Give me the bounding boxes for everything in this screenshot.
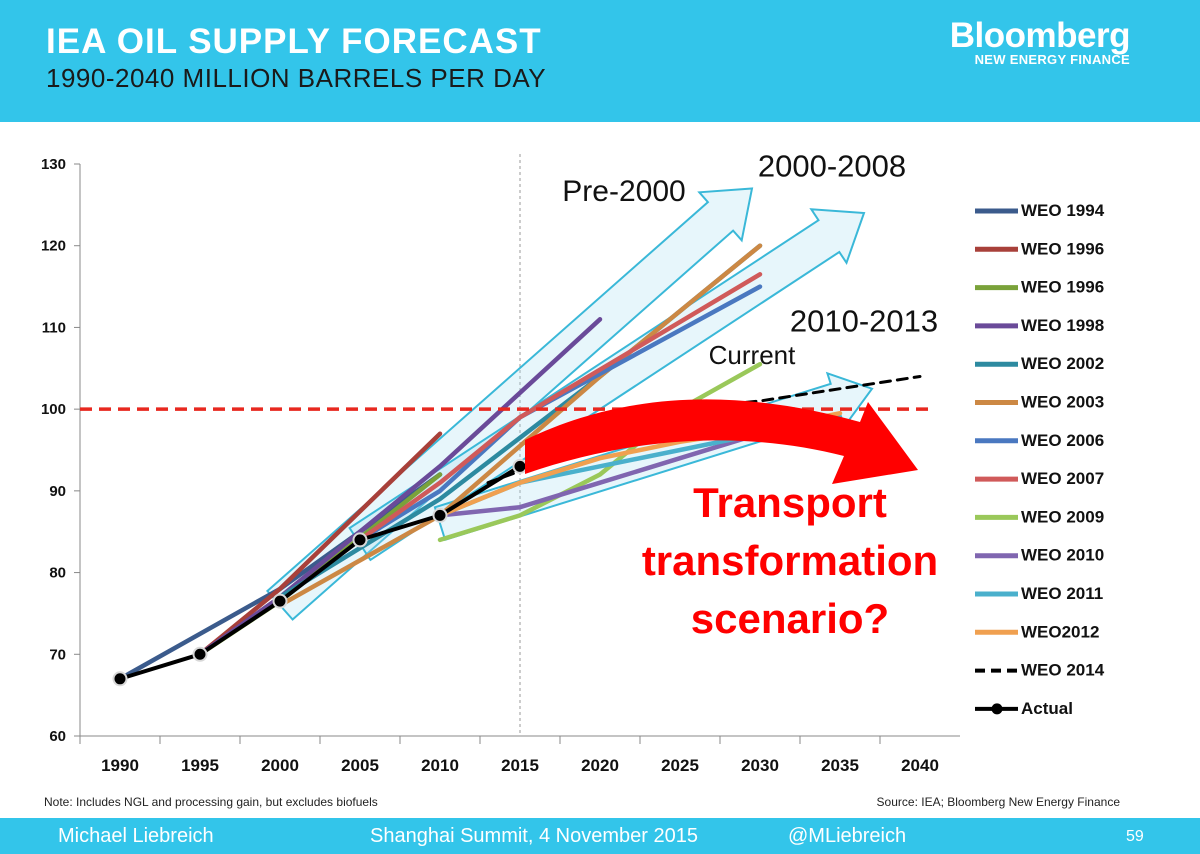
legend-item-weo-2007: WEO 2007 — [975, 469, 1104, 488]
legend-label: WEO 2006 — [1021, 431, 1104, 450]
actual-point — [192, 646, 208, 662]
series-line-weo-2007 — [357, 272, 763, 543]
annotation-current: Current — [709, 340, 796, 370]
actual-point — [352, 532, 368, 548]
legend-label: WEO 2007 — [1021, 469, 1104, 488]
brand-name: Bloomberg — [949, 16, 1131, 55]
x-tick-label: 2000 — [261, 756, 299, 775]
scenario-label-line: transformation — [642, 537, 938, 584]
legend-item-weo-2011: WEO 2011 — [975, 584, 1103, 603]
brand-sub: NEW ENERGY FINANCE — [974, 52, 1130, 67]
y-tick-label: 60 — [49, 728, 66, 745]
legend-item-weo-2003: WEO 2003 — [975, 393, 1104, 412]
oil-supply-chart: 60 70 80 90 100 110 120 130 1990 1995 2000 2005 2010… — [41, 148, 1105, 775]
legend-item-weo-2010: WEO 2010 — [975, 546, 1104, 565]
x-tick-label: 1995 — [181, 756, 219, 775]
legend-item-weo-2006: WEO 2006 — [975, 431, 1104, 450]
y-tick-label: 70 — [49, 646, 66, 663]
header-bar: IEA OIL SUPPLY FORECAST 1990-2040 MILLIO… — [0, 0, 1200, 122]
legend-item-weo-2002: WEO 2002 — [975, 354, 1104, 373]
actual-point — [512, 458, 528, 474]
footer-event: Shanghai Summit, 4 November 2015 — [370, 825, 698, 847]
y-tick-label: 120 — [41, 238, 66, 255]
transport-scenario-arrow — [525, 399, 918, 484]
legend-label: WEO 2003 — [1021, 393, 1104, 412]
x-tick-label: 1990 — [101, 756, 139, 775]
x-tick-label: 2025 — [661, 756, 699, 775]
legend-item-weo-2014: WEO 2014 — [975, 661, 1105, 680]
y-tick-label: 110 — [42, 319, 66, 336]
brand-logo: Bloomberg NEW ENERGY FINANCE — [949, 16, 1131, 68]
annotation-pre-2000: Pre-2000 — [562, 175, 685, 208]
x-tick-label: 2010 — [421, 756, 459, 775]
x-tick-label: 2035 — [821, 756, 859, 775]
actual-point — [112, 671, 128, 687]
annotation-2000-2008: 2000-2008 — [758, 148, 906, 183]
legend-label: WEO 1996 — [1021, 278, 1104, 297]
x-tick-label: 2030 — [741, 756, 779, 775]
legend-label: WEO 2002 — [1021, 354, 1104, 373]
y-tick-label: 80 — [49, 565, 66, 582]
legend-item-weo-1994: WEO 1994 — [975, 201, 1105, 220]
footer-author: Michael Liebreich — [58, 825, 214, 847]
scenario-label-line: Transport — [693, 479, 887, 526]
legend-label: WEO 2009 — [1021, 507, 1104, 526]
footer-handle: @MLiebreich — [788, 825, 907, 847]
y-tick-label: 90 — [49, 483, 66, 500]
legend-item-actual: Actual — [975, 699, 1073, 718]
y-tick-label: 130 — [41, 156, 66, 173]
y-tick-label: 100 — [41, 401, 66, 418]
legend-item-weo-1998: WEO 1998 — [975, 316, 1104, 335]
series-line-weo-2009 — [437, 361, 763, 543]
x-tick-label: 2040 — [901, 756, 939, 775]
legend-label: WEO2012 — [1021, 622, 1099, 641]
chart-subtitle: 1990-2040 MILLION BARRELS PER DAY — [46, 63, 547, 93]
x-tick-label: 2005 — [341, 756, 379, 775]
legend-label: WEO 2010 — [1021, 546, 1104, 565]
legend-item-weo-1996: WEO 1996 — [975, 278, 1104, 297]
source-note: Source: IEA; Bloomberg New Energy Financ… — [876, 795, 1120, 809]
legend-label: WEO 1994 — [1021, 201, 1105, 220]
legend-label: WEO 1996 — [1021, 239, 1104, 258]
legend-item-weo2012: WEO2012 — [975, 622, 1099, 641]
actual-point — [272, 593, 288, 609]
legend-item-weo-2009: WEO 2009 — [975, 507, 1104, 526]
x-tick-label: 2020 — [581, 756, 619, 775]
actual-line — [119, 464, 522, 681]
page-number: 59 — [1126, 828, 1144, 845]
legend-item-weo-1996: WEO 1996 — [975, 239, 1104, 258]
scenario-label-line: scenario? — [691, 595, 889, 642]
footnote: Note: Includes NGL and processing gain, … — [44, 795, 378, 809]
actual-point — [432, 507, 448, 523]
footer-bar: Michael Liebreich Shanghai Summit, 4 Nov… — [0, 818, 1200, 854]
chart-title: IEA OIL SUPPLY FORECAST — [46, 22, 542, 61]
legend-marker — [991, 703, 1003, 715]
legend-label: WEO 2011 — [1021, 584, 1103, 603]
x-tick-label: 2015 — [501, 756, 539, 775]
legend-label: WEO 1998 — [1021, 316, 1104, 335]
series-line-weo-2006 — [357, 284, 763, 543]
series-line-weo-2003 — [277, 243, 763, 608]
annotation-2010-2013: 2010-2013 — [790, 304, 938, 339]
legend-label: WEO 2014 — [1021, 661, 1105, 680]
legend-label: Actual — [1021, 699, 1073, 718]
